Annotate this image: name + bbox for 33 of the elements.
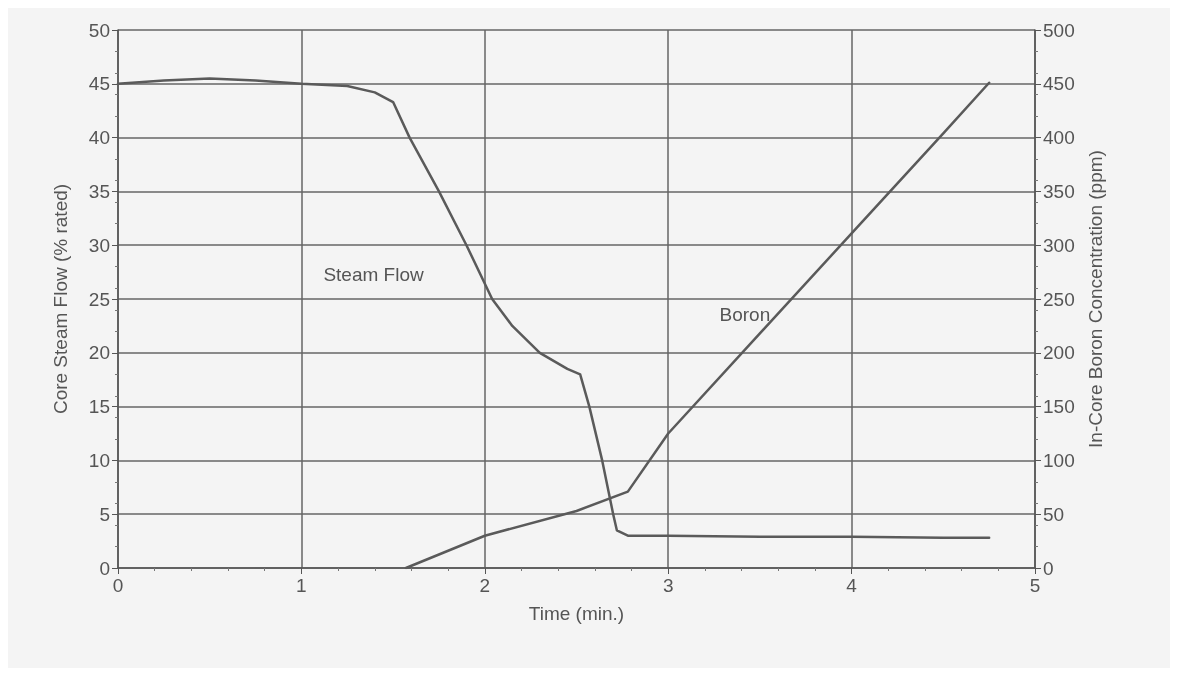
y-axis-title: Core Steam Flow (% rated) [50,183,71,415]
y2-tick-label: 500 [1043,19,1075,41]
y2-tick-label: 450 [1043,73,1075,95]
y2-tick-label: 400 [1043,127,1075,149]
y2-tick-label: 350 [1043,180,1075,202]
y2-tick-label: 100 [1043,449,1075,471]
y-tick-label: 30 [88,234,110,256]
y-tick-label: 50 [88,19,110,41]
series-label: Boron [719,304,771,326]
y-tick-label: 0 [99,557,110,579]
x-tick-label: 1 [296,575,307,596]
y-tick-label: 35 [88,180,110,202]
y2-axis-title: In-Core Boron Concentration (ppm) [1084,150,1106,448]
x-tick-label: 5 [1029,575,1041,596]
y-tick-label: 15 [88,396,110,418]
y2-tick-label: 250 [1043,288,1075,310]
y-tick-label: 40 [88,127,110,149]
x-axis-title: Time (min.) [528,603,625,624]
y2-tick-label: 0 [1043,557,1054,579]
y-tick-label: 45 [88,73,110,95]
y2-tick-label: 200 [1043,342,1075,364]
x-tick-label: 4 [846,575,858,596]
y2-tick-label: 150 [1043,396,1075,418]
y2-tick-label: 300 [1043,234,1075,256]
text: Steam Flow [323,263,424,285]
x-tick-label: 2 [479,575,491,596]
y-tick-label: 20 [88,342,110,364]
y2-tick-label: 50 [1043,503,1065,525]
y-tick-label: 10 [88,449,110,471]
y-tick-label: 5 [99,503,110,525]
x-tick-label: 3 [662,575,674,596]
y-tick-label: 25 [88,288,110,310]
x-tick-label: 0 [112,575,124,596]
